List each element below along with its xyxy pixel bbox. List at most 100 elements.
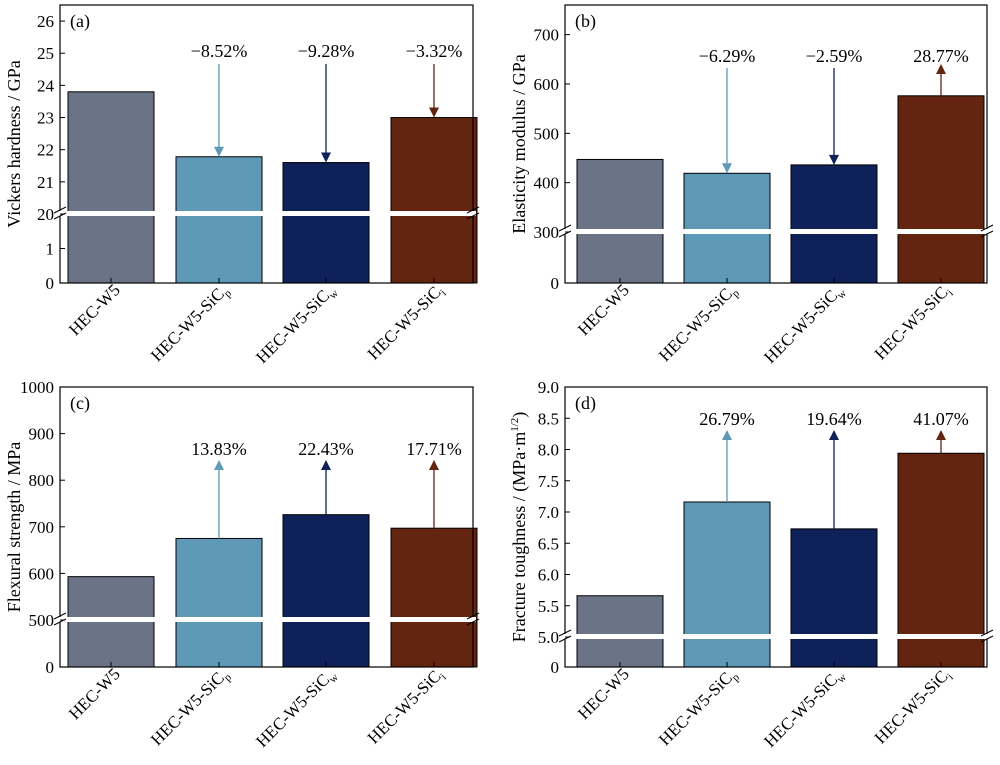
y-axis-label: Elasticity modulus / GPa xyxy=(509,54,529,234)
y-tick-label: 20 xyxy=(37,205,54,224)
axis-break-stripe xyxy=(566,229,986,234)
category-label-base: HEC-W5-SiC xyxy=(147,668,228,749)
y-tick-label: 6.5 xyxy=(538,534,559,553)
arrow-up-icon xyxy=(936,430,946,440)
y-tick-label: 26 xyxy=(37,12,54,31)
category-label-base: HEC-W5 xyxy=(574,280,633,339)
plot-frame xyxy=(564,4,988,284)
axis-break-stripe xyxy=(566,634,986,639)
axis-break-mark-left xyxy=(53,612,67,620)
category-label: HEC-W5-SiCi xyxy=(871,664,956,749)
category-label-base: HEC-W5-SiC xyxy=(871,667,952,748)
y-tick-label: 5.0 xyxy=(538,628,559,647)
category-label: HEC-W5-SiCw xyxy=(252,280,341,369)
arrow-down-icon xyxy=(429,107,439,118)
change-percentage: −2.59% xyxy=(806,46,863,66)
category-label: HEC-W5-SiCp xyxy=(655,664,742,751)
y-tick-label: 7.0 xyxy=(538,503,559,522)
category-label: HEC-W5 xyxy=(65,280,124,339)
axis-break-mark-left xyxy=(53,206,67,214)
category-label: HEC-W5-SiCp xyxy=(655,280,742,367)
axis-break-gap-right xyxy=(984,229,990,234)
category-label-base: HEC-W5-SiC xyxy=(760,286,841,367)
category-label-base: HEC-W5-SiC xyxy=(655,668,736,749)
arrow-down-icon xyxy=(829,154,839,165)
y-tick-label: 800 xyxy=(29,471,55,490)
y-axis-label-text: Fracture toughness / (MPa·m xyxy=(509,432,530,642)
y-tick-label: 24 xyxy=(37,76,55,95)
category-label: HEC-W5-SiCp xyxy=(147,280,234,367)
y-tick-label: 700 xyxy=(29,518,55,537)
category-label-subscript: i xyxy=(945,287,956,298)
axis-break-gap-right xyxy=(470,617,476,622)
axis-break-mark-left xyxy=(558,224,572,232)
axis-break-mark-right xyxy=(980,629,994,637)
y-tick-label: 7.5 xyxy=(538,472,559,491)
category-label: HEC-W5-SiCw xyxy=(252,664,341,753)
arrow-up-icon xyxy=(936,64,946,74)
change-percentage: −3.32% xyxy=(406,41,463,61)
change-percentage: 28.77% xyxy=(913,46,969,66)
category-label-base: HEC-W5 xyxy=(65,280,124,339)
y-axis-label-text: Vickers hardness / GPa xyxy=(4,60,24,227)
y-tick-label: 8.0 xyxy=(538,441,559,460)
axis-break-stripe xyxy=(61,211,472,216)
y-tick-label: 500 xyxy=(534,124,560,143)
bar-HEC-W5-SiCi xyxy=(390,117,478,284)
y-axis-label-text: Flexural strength / MPa xyxy=(4,442,24,612)
y-tick-label: 600 xyxy=(29,564,55,583)
axis-break-gap-right xyxy=(984,634,990,639)
y-axis-label-text: Elasticity modulus / GPa xyxy=(509,54,529,234)
category-label: HEC-W5-SiCw xyxy=(760,664,849,753)
y-tick-label: 600 xyxy=(534,75,560,94)
category-label: HEC-W5-SiCi xyxy=(871,280,956,365)
axis-break-mark-right xyxy=(980,224,994,232)
panel-d: 5.0 5.5 6.0 6.5 7.0 7.5 8.0 8.5 9.0 0 (d) Fracture … xyxy=(509,378,994,753)
y-tick-label: 0 xyxy=(551,274,560,293)
category-label-base: HEC-W5-SiC xyxy=(147,284,228,365)
category-label-base: HEC-W5-SiC xyxy=(364,667,445,748)
category-label-subscript: i xyxy=(438,287,449,298)
axis-break-gap-right xyxy=(470,211,476,216)
y-tick-label: 6.0 xyxy=(538,566,559,585)
panel-label: (b) xyxy=(575,11,596,32)
y-tick-label: 0 xyxy=(46,658,55,677)
y-tick-label: 1 xyxy=(46,240,55,259)
panel-label: (d) xyxy=(575,393,596,414)
plot-frame xyxy=(59,4,474,284)
arrow-up-icon xyxy=(829,430,839,440)
bar-HEC-W5-SiCw xyxy=(790,528,878,668)
category-label-base: HEC-W5-SiC xyxy=(760,670,841,751)
panel-label: (c) xyxy=(70,393,90,414)
bar-HEC-W5-SiCw xyxy=(282,514,370,668)
y-tick-label: 700 xyxy=(534,26,560,45)
bar-HEC-W5-SiCp xyxy=(175,537,263,668)
panel-a: 20 21 22 23 24 25 26 0 1 (a) Vickers hardness / GP… xyxy=(4,4,480,369)
arrow-up-icon xyxy=(722,430,732,440)
change-percentage: 19.64% xyxy=(806,409,862,429)
axis-break-mark-right xyxy=(980,635,994,643)
bar-HEC-W5-SiCp xyxy=(683,172,771,284)
bar-HEC-W5-SiCp xyxy=(175,156,263,284)
category-label-base: HEC-W5-SiC xyxy=(655,284,736,365)
bar-HEC-W5-SiCw xyxy=(282,162,370,284)
axis-break-mark-right xyxy=(980,230,994,238)
y-tick-label: 0 xyxy=(551,658,560,677)
category-label: HEC-W5 xyxy=(574,664,633,723)
category-label-base: HEC-W5 xyxy=(574,664,633,723)
y-axis-label: Flexural strength / MPa xyxy=(4,442,24,612)
y-tick-label: 900 xyxy=(29,425,55,444)
arrow-up-icon xyxy=(214,460,224,470)
y-axis-label: Vickers hardness / GPa xyxy=(4,60,24,227)
change-percentage: −9.28% xyxy=(298,41,355,61)
panel-b: 300 400 500 600 700 0 (b) Elasticity modulus / … xyxy=(509,4,994,367)
bar-HEC-W5 xyxy=(576,595,664,668)
y-tick-label: 300 xyxy=(534,223,560,242)
y-axis-label-end: ) xyxy=(509,412,530,418)
arrow-down-icon xyxy=(214,146,224,157)
bar-HEC-W5-SiCw xyxy=(790,164,878,284)
category-label: HEC-W5-SiCp xyxy=(147,664,234,751)
category-label-base: HEC-W5-SiC xyxy=(252,670,333,751)
arrow-up-icon xyxy=(429,460,439,470)
panel-label: (a) xyxy=(70,11,90,32)
